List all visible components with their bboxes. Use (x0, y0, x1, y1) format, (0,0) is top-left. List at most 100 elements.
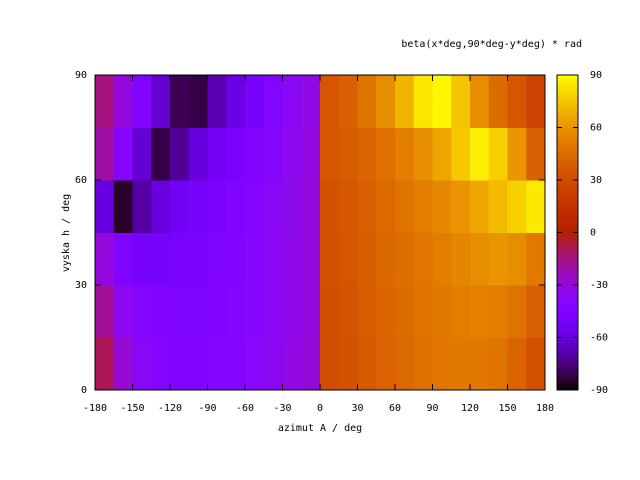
heat-cell (263, 337, 283, 391)
heat-cell (151, 285, 171, 338)
heat-cell (357, 232, 377, 286)
heat-cell (526, 127, 546, 181)
heat-cell (151, 127, 171, 181)
heat-cell (226, 75, 246, 128)
heat-cell (470, 337, 490, 391)
heat-cell (226, 127, 246, 181)
heat-cell (170, 75, 190, 128)
heat-cell (188, 75, 208, 128)
heat-cell (282, 337, 302, 391)
heat-cell (376, 285, 396, 338)
heat-cell (113, 232, 133, 286)
heat-cell (113, 75, 133, 128)
heat-cell (507, 127, 527, 181)
x-tick-label: 0 (317, 403, 323, 414)
heat-cell (188, 337, 208, 391)
heat-cell (413, 337, 433, 391)
heat-cell (395, 232, 415, 286)
heat-cell (170, 127, 190, 181)
heat-cell (226, 232, 246, 286)
heat-cell (413, 232, 433, 286)
chart-title: beta(x*deg,90*deg-y*deg) * rad (401, 39, 582, 50)
heat-cell (263, 232, 283, 286)
heat-cell (451, 127, 471, 181)
heat-cell (263, 75, 283, 128)
heat-cell (526, 285, 546, 338)
heat-cell (320, 285, 340, 338)
y-tick-label: 90 (75, 70, 87, 81)
heat-cell (451, 232, 471, 286)
heat-cell (263, 127, 283, 181)
heat-cell (376, 337, 396, 391)
heat-cell (282, 285, 302, 338)
color-bar (557, 75, 578, 390)
heat-cell (207, 285, 227, 338)
heat-cell (245, 75, 265, 128)
heat-cell (395, 285, 415, 338)
heat-cell (376, 180, 396, 233)
cb-tick-label: 0 (590, 228, 596, 239)
heat-cell (301, 337, 321, 391)
heat-cell (395, 180, 415, 233)
heat-cell (245, 232, 265, 286)
heat-cell (470, 180, 490, 233)
heat-cell (451, 337, 471, 391)
heat-cell (95, 337, 115, 391)
heat-cell (320, 127, 340, 181)
heat-cell (301, 232, 321, 286)
heat-cell (357, 75, 377, 128)
heat-cell (357, 180, 377, 233)
heat-cell (188, 180, 208, 233)
heat-cell (357, 127, 377, 181)
heat-cell (357, 337, 377, 391)
heat-cell (226, 180, 246, 233)
heat-cell (282, 232, 302, 286)
heat-cell (413, 127, 433, 181)
heat-cell (151, 232, 171, 286)
x-tick-label: 180 (536, 403, 554, 414)
heat-cell (301, 127, 321, 181)
heat-cell (470, 232, 490, 286)
heat-cell (357, 285, 377, 338)
heat-cell (132, 285, 152, 338)
heat-cell (226, 285, 246, 338)
cb-tick-label: 30 (590, 175, 602, 186)
heat-cell (113, 180, 133, 233)
heat-cell (207, 232, 227, 286)
heat-cell (470, 127, 490, 181)
y-axis-label: vyska h / deg (61, 194, 72, 272)
heat-cell (376, 232, 396, 286)
x-tick-label: -120 (158, 403, 182, 414)
heat-cell (170, 232, 190, 286)
heat-cell (432, 75, 452, 128)
x-tick-label: -60 (236, 403, 254, 414)
heat-cell (301, 285, 321, 338)
heat-cell (526, 232, 546, 286)
heat-cell (470, 75, 490, 128)
heat-cell (432, 127, 452, 181)
heat-cell (113, 337, 133, 391)
heat-cell (170, 337, 190, 391)
heat-cell (395, 75, 415, 128)
heat-cell (338, 285, 358, 338)
heat-cell (113, 285, 133, 338)
heat-cell (132, 180, 152, 233)
heat-cell (376, 127, 396, 181)
x-tick-label: 150 (498, 403, 516, 414)
heat-cell (132, 75, 152, 128)
heat-cell (95, 127, 115, 181)
heat-cell (151, 75, 171, 128)
heat-cell (432, 232, 452, 286)
heat-cell (282, 75, 302, 128)
heat-cell (451, 285, 471, 338)
heat-cell (95, 232, 115, 286)
heat-cell (188, 127, 208, 181)
heat-cell (507, 337, 527, 391)
heat-cell (338, 180, 358, 233)
heat-cell (338, 127, 358, 181)
heat-cell (338, 337, 358, 391)
heat-cell (207, 337, 227, 391)
heat-cell (526, 75, 546, 128)
heat-cell (226, 337, 246, 391)
x-tick-label: 120 (461, 403, 479, 414)
